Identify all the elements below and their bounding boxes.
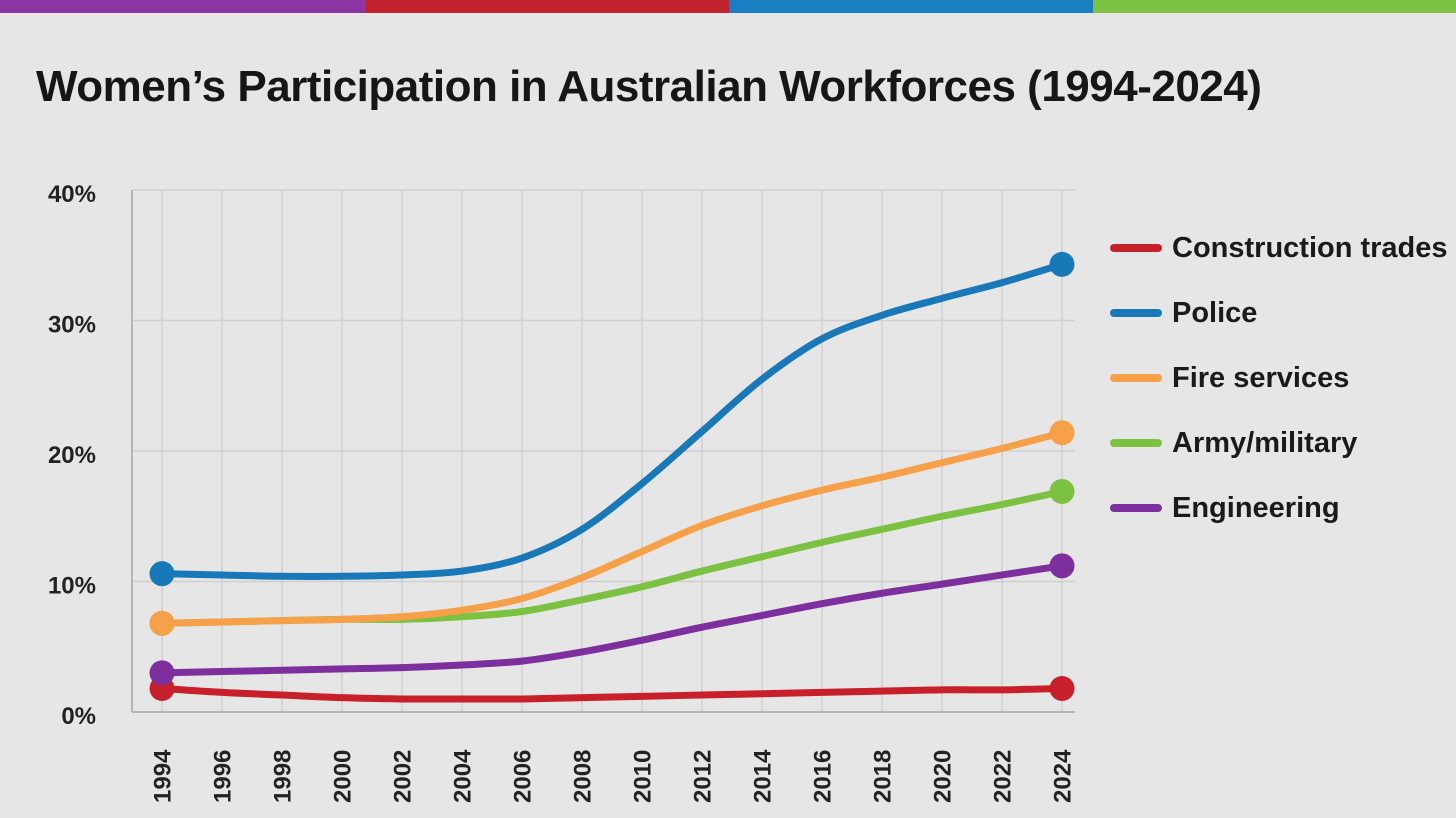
legend-label: Fire services [1172,361,1350,394]
x-tick-label: 2008 [570,750,597,803]
accent-color-bar [0,0,1456,13]
x-tick-label: 2000 [330,750,357,803]
x-tick-label: 2002 [390,750,417,803]
x-tick-label: 2012 [690,750,717,803]
accent-segment-purple [0,0,366,13]
x-tick-label: 2020 [930,750,957,803]
series-line-construction-trades [158,685,1066,703]
x-tick-label: 2006 [510,750,537,803]
x-tick-label: 1998 [270,750,297,803]
data-point-start-fire-services [149,610,175,636]
x-tick-label: 2010 [630,750,657,803]
accent-segment-green [1093,0,1456,13]
x-tick-label: 1996 [210,750,237,803]
data-point-start-police [149,561,175,587]
x-tick-label: 2014 [750,749,777,803]
data-point-end-fire-services [1049,420,1075,446]
legend-swatch [1110,504,1162,512]
legend-swatch [1110,374,1162,382]
accent-segment-red [366,0,729,13]
accent-segment-blue [729,0,1093,13]
x-tick-label: 2016 [810,750,837,803]
legend-label: Construction trades [1172,231,1448,264]
legend-item-police: Police [1110,293,1257,333]
legend-item-fire-services: Fire services [1110,358,1349,398]
y-tick-label: 40% [48,181,96,208]
legend-label: Police [1172,296,1258,329]
series-line-police [158,260,1066,580]
legend-item-engineering: Engineering [1110,488,1340,528]
chart-title: Women’s Participation in Australian Work… [36,62,1262,111]
legend-swatch [1110,244,1162,252]
x-tick-label: 2004 [450,749,477,803]
x-tick-label: 2024 [1050,749,1077,803]
series-line-fire-services [158,429,1066,627]
y-tick-label: 0% [61,703,96,730]
data-point-end-construction-trades [1049,676,1075,702]
y-tick-label: 20% [48,442,96,469]
legend-label: Army/military [1172,426,1358,459]
x-tick-label: 2022 [990,750,1017,803]
legend-item-army-military: Army/military [1110,423,1357,463]
data-point-end-police [1049,251,1075,277]
legend-item-construction-trades: Construction trades [1110,228,1448,268]
y-tick-label: 10% [48,573,96,600]
series-line-engineering [158,562,1066,677]
x-tick-label: 2018 [870,750,897,803]
legend-label: Engineering [1172,491,1340,524]
data-point-start-engineering [149,660,175,686]
legend-swatch [1110,439,1162,447]
data-point-end-engineering [1049,553,1075,579]
x-tick-label: 1994 [150,749,177,803]
data-point-end-army-military [1049,478,1075,504]
y-tick-label: 30% [48,312,96,339]
legend-swatch [1110,309,1162,317]
